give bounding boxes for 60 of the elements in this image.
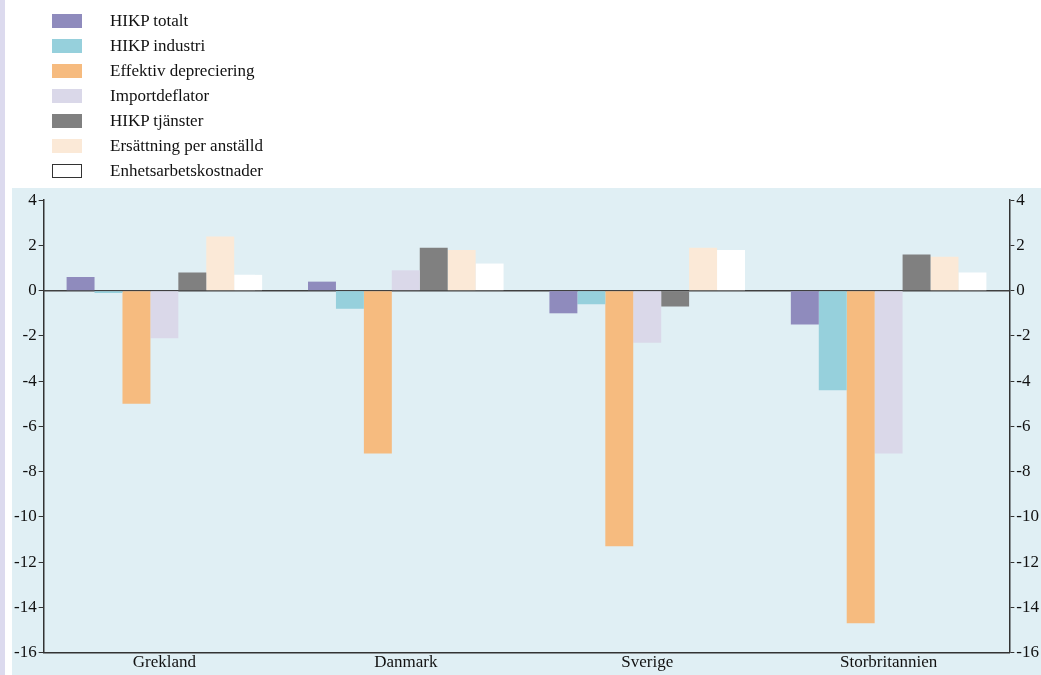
legend-label: Importdeflator <box>110 85 210 106</box>
y-tick-label: -12 <box>13 551 37 571</box>
y2-tick-label: -4 <box>1016 370 1031 390</box>
x-tick-label: Danmark <box>374 652 438 672</box>
x-tick-label: Sverige <box>621 652 674 672</box>
bar <box>958 272 987 291</box>
legend-label: HIKP totalt <box>110 10 189 31</box>
y-tick-label: -4 <box>22 370 38 390</box>
bar <box>66 277 95 291</box>
legend-label: Effektiv depreciering <box>110 60 255 81</box>
y-tick-label: -10 <box>13 506 37 526</box>
y2-tick-label: -10 <box>1016 506 1040 526</box>
bar <box>206 236 235 291</box>
bar <box>717 249 745 291</box>
y2-tick-label: -8 <box>1016 461 1031 481</box>
legend-label: HIKP industri <box>110 35 206 56</box>
y-tick-label: 0 <box>28 280 37 300</box>
bar <box>930 256 959 291</box>
y2-tick-label: -6 <box>1016 415 1031 435</box>
bar <box>178 272 207 291</box>
bar <box>605 291 634 547</box>
bar <box>846 291 875 624</box>
bar <box>122 291 151 404</box>
legend-label: Ersättning per anställd <box>110 135 263 156</box>
bar <box>661 291 690 307</box>
legend-label: Enhetsarbetskostnader <box>110 160 263 181</box>
bar <box>475 263 504 291</box>
y2-tick-label: 4 <box>1016 189 1026 209</box>
bar <box>335 291 364 309</box>
y2-tick-label: 0 <box>1016 280 1025 300</box>
bar <box>234 274 263 291</box>
bar <box>633 291 662 343</box>
y-tick-label: -14 <box>13 596 38 616</box>
bar <box>391 270 420 291</box>
bar <box>577 291 606 305</box>
legend-label: HIKP tjänster <box>110 110 204 131</box>
y2-tick-label: -2 <box>1016 325 1031 345</box>
y-tick-label: -8 <box>22 461 37 481</box>
y2-tick-label: 2 <box>1016 234 1025 254</box>
bar <box>818 291 847 391</box>
bar <box>419 247 448 291</box>
bar <box>689 247 718 291</box>
y2-tick-label: -16 <box>1016 642 1040 662</box>
bar <box>150 291 179 339</box>
y-tick-label: 4 <box>28 189 38 209</box>
y-tick-label: 2 <box>28 234 37 254</box>
bar <box>790 291 819 325</box>
bar <box>363 291 392 454</box>
y-tick-label: -6 <box>22 415 37 435</box>
y2-tick-label: -12 <box>1016 551 1040 571</box>
bar <box>549 291 578 314</box>
y-tick-label: -16 <box>13 642 37 662</box>
x-tick-label: Grekland <box>132 652 197 672</box>
bar <box>447 249 476 291</box>
y2-tick-label: -14 <box>1016 596 1040 616</box>
bar <box>874 291 903 454</box>
bar <box>308 281 336 291</box>
y-tick-label: -2 <box>22 325 37 345</box>
x-tick-label: Storbritannien <box>840 652 938 672</box>
bar <box>902 254 931 291</box>
